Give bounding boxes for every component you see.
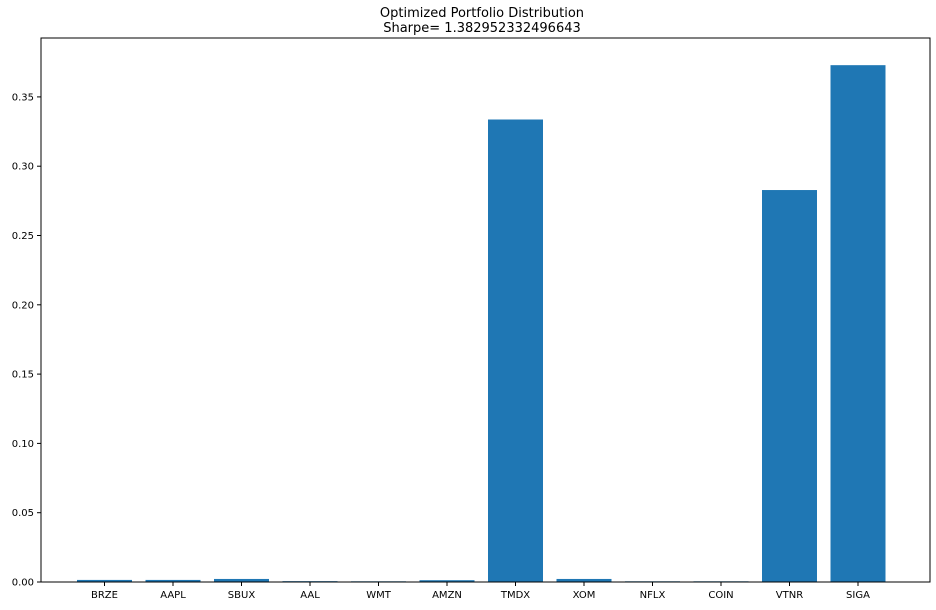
y-tick-label: 0.25: [12, 231, 34, 242]
plot-area: BRZE AAPL SBUX AAL WMT AMZN TMDX XOM NFLX COIN VTN…: [12, 37, 931, 601]
x-tick-label: SIGA: [846, 590, 870, 601]
bar-amzn: [419, 580, 475, 582]
x-tick-label: WMT: [366, 590, 392, 601]
y-tick-label: 0.00: [12, 578, 34, 589]
x-tick-label: AMZN: [432, 590, 462, 601]
bar-sbux: [214, 578, 269, 582]
x-tick-label: BRZE: [91, 590, 118, 601]
chart-subtitle: Sharpe= 1.382952332496643: [383, 21, 581, 36]
y-tick-label: 0.20: [12, 300, 34, 311]
bar-aapl: [145, 579, 201, 582]
y-tick-label: 0.35: [12, 92, 34, 103]
x-tick-label: AAL: [300, 590, 320, 601]
bar-brze: [77, 579, 132, 582]
x-tick-label: VTNR: [776, 590, 803, 601]
y-tick-label: 0.10: [12, 439, 34, 450]
x-tick-label: NFLX: [640, 590, 666, 601]
bar-tmdx: [488, 119, 543, 582]
bar-siga: [830, 65, 886, 583]
x-tick-label: XOM: [573, 590, 596, 601]
y-tick-label: 0.05: [12, 508, 34, 519]
bar-vtnr: [762, 190, 817, 583]
y-tick-label: 0.15: [12, 370, 34, 381]
x-tick-label: TMDX: [500, 590, 530, 601]
bar-xom: [556, 578, 612, 582]
y-tick-label: 0.30: [12, 162, 34, 173]
x-tick-label: AAPL: [160, 590, 186, 601]
axes-frame: [40, 37, 931, 583]
x-tick-label: SBUX: [228, 590, 256, 601]
chart-title: Optimized Portfolio Distribution: [380, 6, 584, 21]
x-tick-label: COIN: [708, 590, 733, 601]
